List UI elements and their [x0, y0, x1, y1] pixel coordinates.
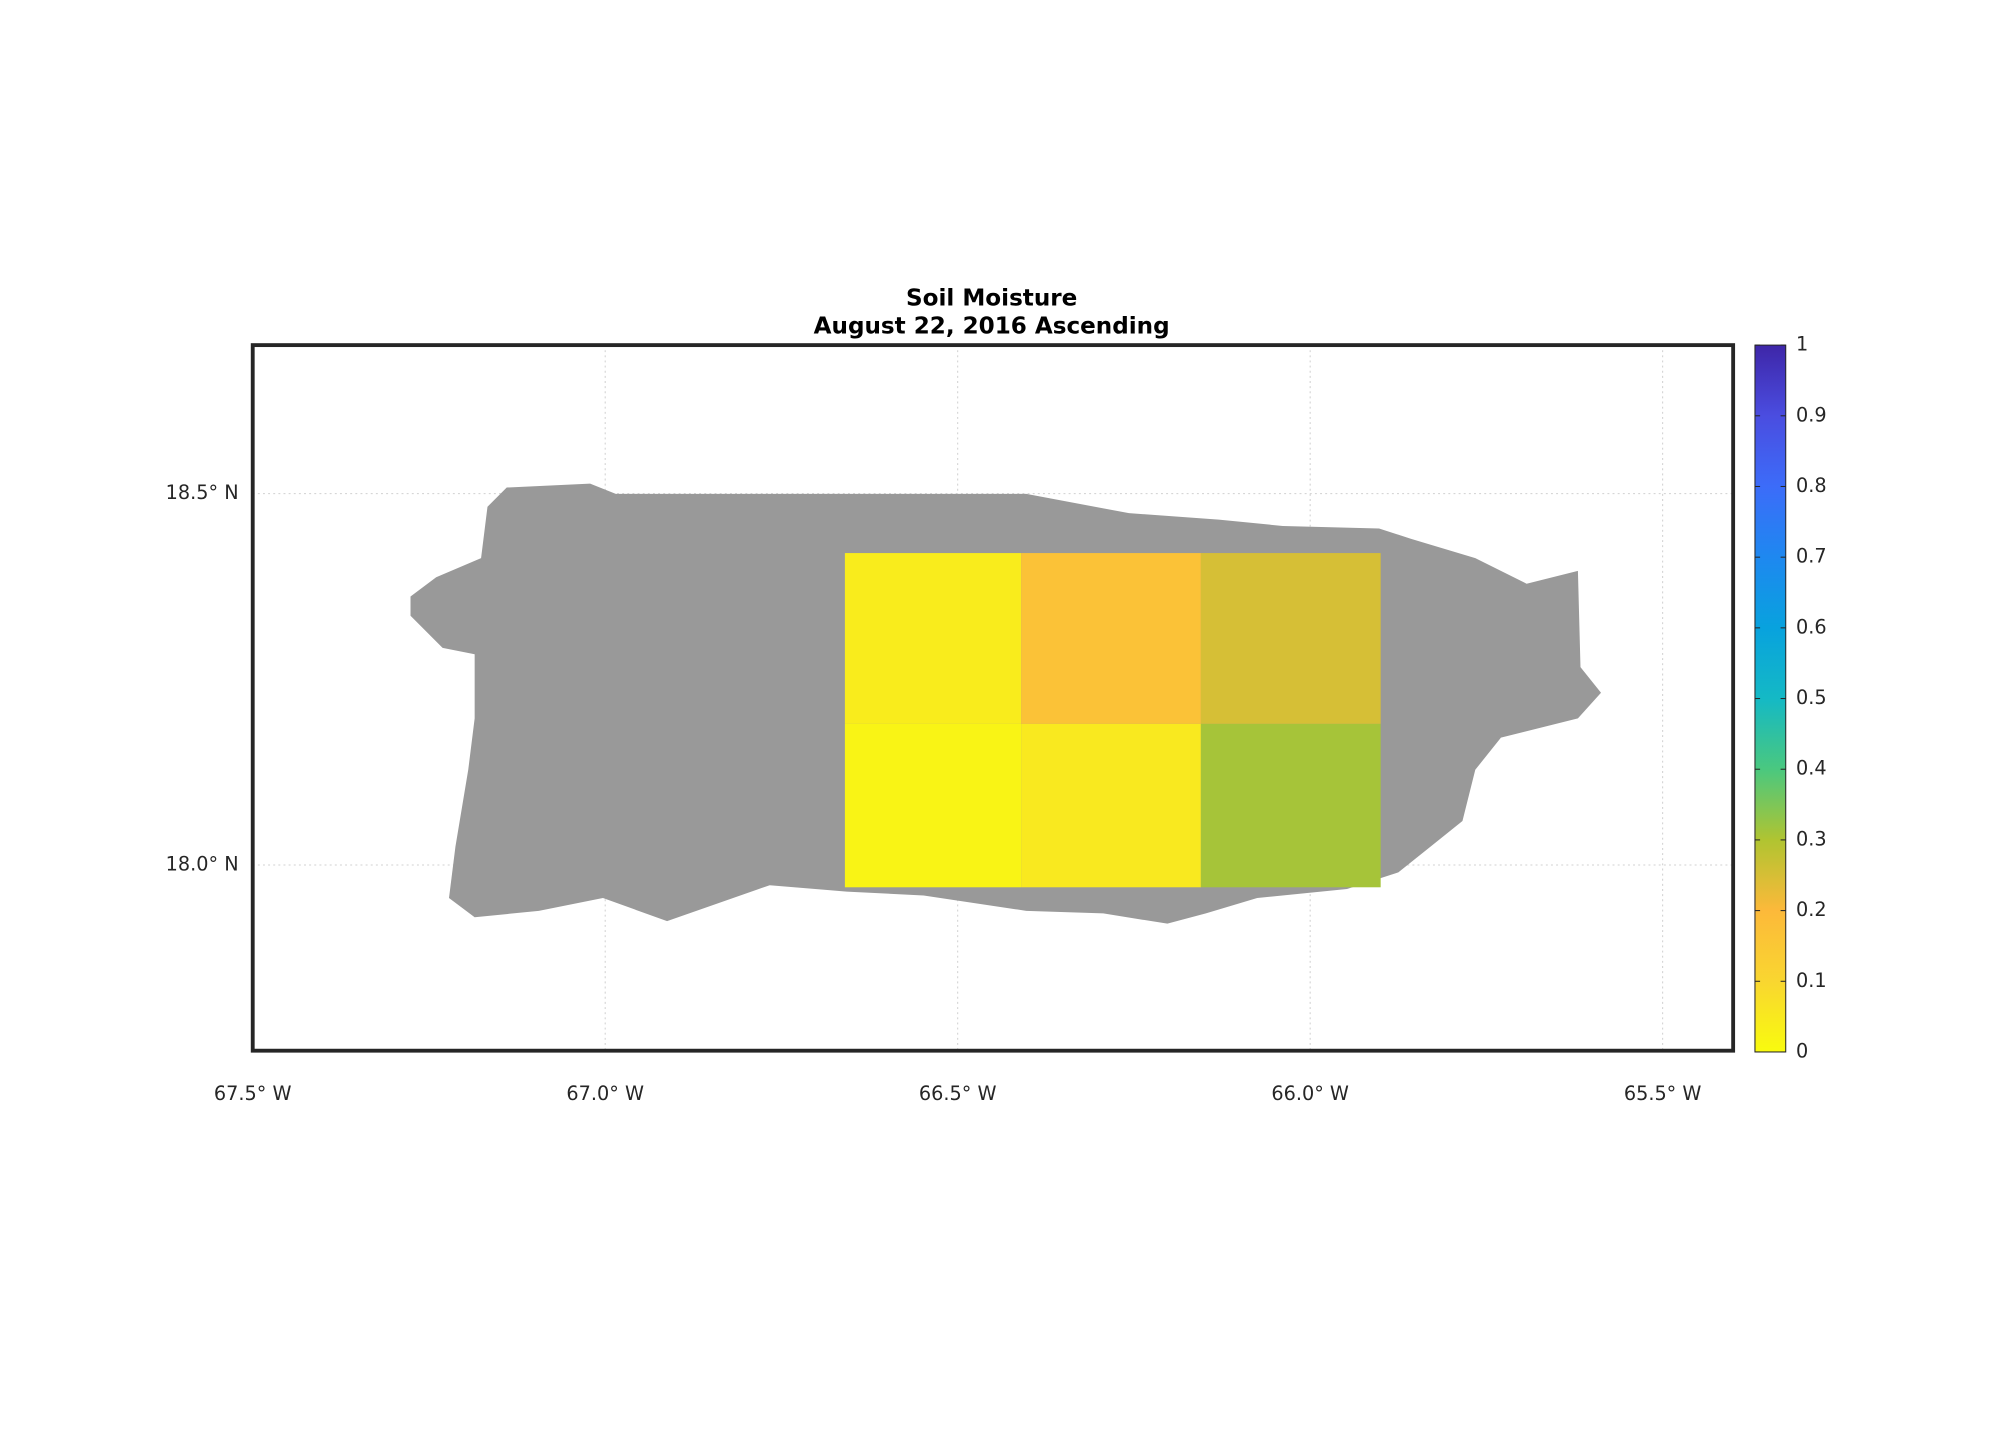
colorbar-tick-label: 1: [1796, 333, 1808, 356]
grid-cell: [844, 723, 1022, 888]
chart-subtitle: August 22, 2016 Ascending: [814, 314, 1170, 340]
x-tick-label: 67.0° W: [566, 1082, 644, 1105]
x-tick-label: 66.5° W: [919, 1082, 997, 1105]
plot-frame: [250, 343, 1736, 1053]
colorbar-tick-label: 0.2: [1796, 898, 1827, 921]
colorbar-tick-label: 0.8: [1796, 474, 1827, 497]
colorbar-tick-label: 0.5: [1796, 686, 1827, 709]
colorbar-tick-label: 0.9: [1796, 403, 1827, 426]
x-tick-label: 65.5° W: [1624, 1082, 1702, 1105]
x-tick-label: 66.0° W: [1271, 1082, 1349, 1105]
colorbar-tick-label: 0.6: [1796, 615, 1827, 638]
grid-cell: [1021, 553, 1201, 724]
colorbar-tick-label: 0: [1796, 1039, 1808, 1062]
colorbar-tick-label: 0.1: [1796, 969, 1827, 992]
grid-cell: [1021, 723, 1201, 888]
colorbar-tick-label: 0.3: [1796, 827, 1827, 850]
cell-layer: [844, 553, 1381, 888]
grid-cell: [1200, 553, 1381, 724]
y-tick-label: 18.0° N: [166, 853, 239, 876]
x-tick-label: 67.5° W: [214, 1082, 292, 1105]
colorbar-tick-label: 0.7: [1796, 545, 1827, 568]
y-tick-label: 18.5° N: [166, 481, 239, 504]
grid-cell: [1200, 723, 1381, 888]
chart-title: Soil Moisture: [906, 285, 1077, 311]
grid-cell: [844, 553, 1022, 724]
colorbar-tick-label: 0.4: [1796, 757, 1827, 780]
